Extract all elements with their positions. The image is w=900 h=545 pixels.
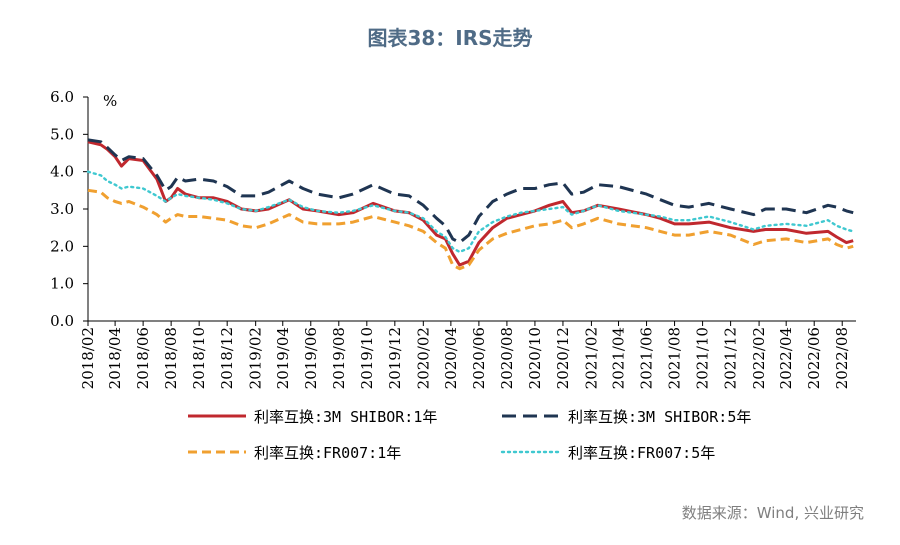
x-tick-label: 2022/02 [750,327,768,389]
x-tick-label: 2021/12 [722,327,740,389]
y-tick-label: 5.0 [50,125,74,143]
legend-label-4: 利率互换:FR007:5年 [568,444,715,462]
x-tick-label: 2018/04 [106,327,124,389]
series-line-3 [87,188,854,271]
x-tick-label: 2020/02 [414,327,432,389]
x-tick-label: 2021/02 [582,327,600,389]
x-tick-label: 2018/02 [79,327,97,389]
x-tick-label: 2021/04 [610,327,628,389]
y-tick-label: 6.0 [50,88,74,106]
series-line-2 [87,138,854,245]
x-tick-label: 2020/06 [470,327,488,389]
axes: 0.0 1.0 2.0 3.0 4.0 5.0 6.0 % 2018/02 2018/04 2018… [50,88,856,389]
legend-label-2: 利率互换:3M SHIBOR:5年 [568,408,751,426]
x-tick-label: 2022/08 [833,327,851,389]
y-tick-label: 4.0 [50,163,74,181]
legend-label-3: 利率互换:FR007:1年 [254,444,401,462]
y-tick-label: 3.0 [50,200,74,218]
y-tick-label: 0.0 [50,312,74,330]
x-tick-label: 2021/10 [694,327,712,389]
x-tick-label: 2020/08 [498,327,516,389]
series-line-4 [86,170,855,254]
x-tick-label: 2020/10 [526,327,544,389]
series-line-1 [87,140,854,267]
x-tick-label: 2022/06 [805,327,823,389]
y-tick-label: 1.0 [50,275,74,293]
x-tick-label: 2019/08 [330,327,348,389]
series-layer [86,138,855,271]
x-tick-label: 2018/06 [134,327,152,389]
x-tick-label: 2018/08 [162,327,180,389]
x-tick-label: 2018/12 [218,327,236,389]
x-tick-label: 2018/10 [190,327,208,389]
x-tick-label: 2020/12 [554,327,572,389]
x-tick-label: 2019/12 [386,327,404,389]
x-tick-label: 2019/02 [247,327,265,389]
chart-title: 图表38：IRS走势 [367,26,533,50]
x-tick-label: 2021/08 [666,327,684,389]
x-tick-label: 2021/06 [638,327,656,389]
x-tick-label: 2019/06 [302,327,320,389]
legend: 利率互换:3M SHIBOR:1年 利率互换:3M SHIBOR:5年利率互换:F… [188,408,751,462]
x-tick-label: 2019/04 [274,327,292,389]
x-tick-label: 2020/04 [442,327,460,389]
x-tick-label: 2019/10 [358,327,376,389]
x-tick-label: 2022/04 [777,327,795,389]
legend-label-1: 利率互换:3M SHIBOR:1年 [254,408,437,426]
y-axis-unit-label: % [103,92,117,110]
source-note: 数据来源：Wind, 兴业研究 [681,504,864,522]
y-tick-label: 2.0 [50,237,74,255]
